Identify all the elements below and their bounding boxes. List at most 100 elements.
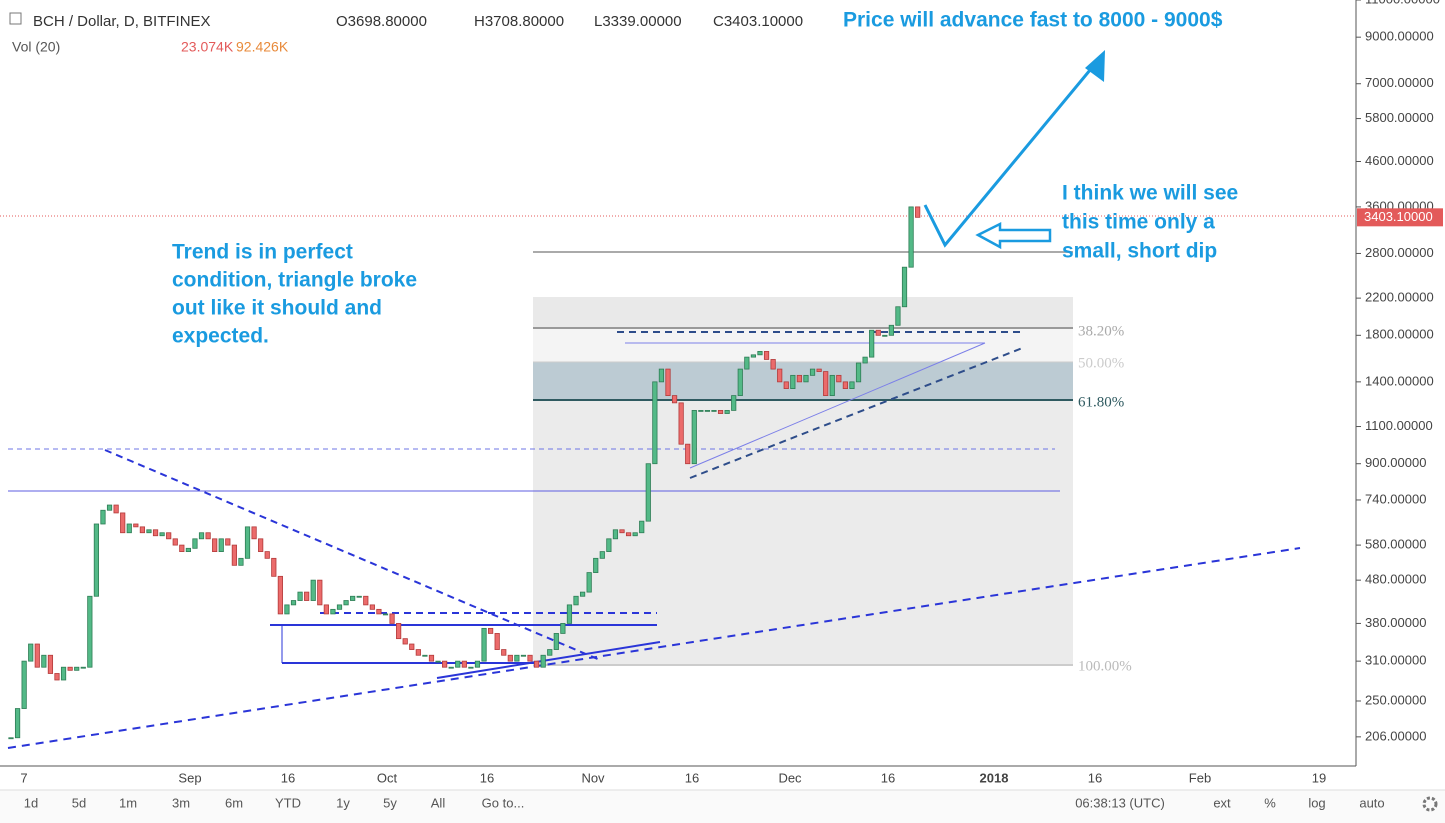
candle xyxy=(750,354,757,358)
candle xyxy=(244,526,251,559)
fib-label: 38.20% xyxy=(1078,323,1124,339)
candle xyxy=(862,356,868,364)
candle xyxy=(809,368,816,376)
candle xyxy=(21,660,27,709)
candle xyxy=(875,329,881,336)
range-button[interactable]: 1d xyxy=(24,795,38,810)
price-label: 740.00000 xyxy=(1365,491,1426,506)
candle xyxy=(152,529,159,537)
candle xyxy=(665,368,671,396)
symbol[interactable]: BCH / Dollar, D, BITFINEX xyxy=(33,13,211,30)
candle xyxy=(488,627,494,634)
option-button[interactable]: log xyxy=(1308,795,1325,810)
candle xyxy=(494,633,500,650)
candle xyxy=(704,410,711,412)
range-button[interactable]: YTD xyxy=(275,795,301,810)
option-button[interactable]: ext xyxy=(1213,795,1231,810)
candle xyxy=(264,551,270,559)
price-label: 1400.00000 xyxy=(1365,373,1434,388)
candle xyxy=(658,368,665,383)
range-button[interactable]: 1y xyxy=(336,795,350,810)
candle xyxy=(849,381,855,389)
candle xyxy=(869,329,875,358)
candle xyxy=(198,532,205,540)
annotation: Trend is in perfect xyxy=(172,241,353,264)
fib-label: 61.80% xyxy=(1078,394,1124,410)
candle xyxy=(284,604,290,615)
candle xyxy=(304,591,310,601)
candle xyxy=(593,557,599,573)
arrow-head xyxy=(1085,50,1105,82)
date-label: Nov xyxy=(581,770,605,785)
candle xyxy=(60,666,67,681)
clock: 06:38:13 (UTC) xyxy=(1075,795,1165,810)
candle xyxy=(520,654,527,657)
candle xyxy=(671,395,678,404)
candle xyxy=(698,410,704,412)
toolbar xyxy=(0,790,1445,823)
candle xyxy=(888,324,894,336)
candle xyxy=(376,608,382,615)
candle xyxy=(855,362,862,383)
date-label: 16 xyxy=(1088,770,1102,785)
option-button[interactable]: % xyxy=(1264,795,1276,810)
collapse-icon[interactable] xyxy=(9,12,22,25)
price-label: 2800.00000 xyxy=(1365,245,1434,260)
candle xyxy=(790,374,796,389)
candle xyxy=(350,595,356,601)
candle xyxy=(290,600,297,606)
range-button[interactable]: All xyxy=(431,795,446,810)
candle xyxy=(28,643,34,662)
candle xyxy=(757,351,763,356)
price-label: 580.00000 xyxy=(1365,537,1426,552)
candle xyxy=(823,371,829,396)
candle xyxy=(428,654,435,662)
range-button[interactable]: Go to... xyxy=(482,795,525,810)
candle xyxy=(803,374,809,383)
candle xyxy=(901,266,908,308)
option-button[interactable]: auto xyxy=(1359,795,1384,810)
candle xyxy=(231,544,237,566)
candle xyxy=(225,538,231,546)
candle xyxy=(915,206,921,218)
candle xyxy=(547,649,553,656)
range-button[interactable]: 6m xyxy=(225,795,243,810)
candle xyxy=(415,649,421,656)
range-button[interactable]: 3m xyxy=(172,795,190,810)
settings-icon[interactable] xyxy=(1422,796,1438,812)
candle xyxy=(448,666,454,669)
fib-zone xyxy=(533,297,1073,328)
candle xyxy=(507,654,513,662)
candle xyxy=(777,368,783,383)
range-button[interactable]: 1m xyxy=(119,795,137,810)
candle xyxy=(297,591,303,601)
candle xyxy=(770,359,776,370)
fib-label: 50.00% xyxy=(1078,355,1124,371)
candle xyxy=(829,374,835,396)
range-button[interactable]: 5d xyxy=(72,795,86,810)
price-label: 9000.00000 xyxy=(1365,29,1434,44)
candle xyxy=(106,504,113,511)
candle xyxy=(34,643,40,668)
date-label: Sep xyxy=(178,770,201,785)
candle xyxy=(560,623,566,634)
date-label: 16 xyxy=(881,770,895,785)
ohlc-high: H3708.80000 xyxy=(474,13,564,30)
candle xyxy=(639,520,645,534)
range-button[interactable]: 5y xyxy=(383,795,397,810)
candle xyxy=(501,649,507,656)
candle xyxy=(343,600,349,606)
volume-label[interactable]: Vol (20) xyxy=(12,39,60,55)
candle xyxy=(882,334,888,337)
candle xyxy=(534,660,540,668)
price-label: 900.00000 xyxy=(1365,455,1426,470)
candle xyxy=(685,443,691,465)
candle xyxy=(133,523,139,528)
price-label: 4600.00000 xyxy=(1365,153,1434,168)
candle xyxy=(172,538,178,546)
candle xyxy=(540,654,546,668)
candle xyxy=(389,613,395,624)
ohlc-open: O3698.80000 xyxy=(336,13,427,30)
candle xyxy=(514,654,520,662)
candle xyxy=(566,604,573,624)
